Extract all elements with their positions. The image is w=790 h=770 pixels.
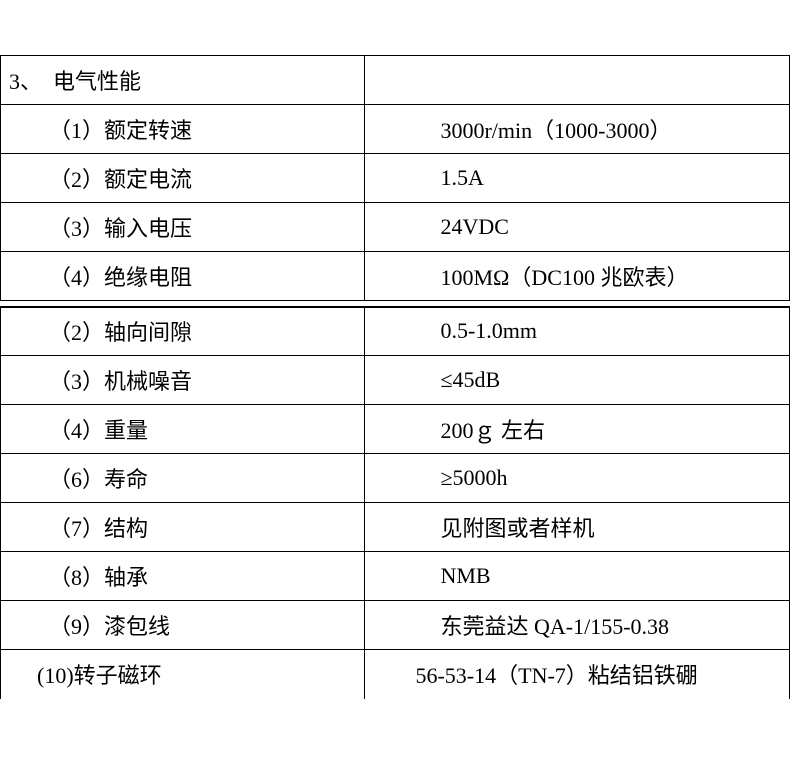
- row-label: （7）结构: [1, 503, 365, 552]
- table-row: （3）输入电压 24VDC: [1, 203, 790, 252]
- row-value: 3000r/min（1000-3000）: [365, 105, 790, 154]
- row-label: （4）绝缘电阻: [1, 252, 365, 301]
- table-row: （8）轴承 NMB: [1, 552, 790, 601]
- row-value: 200ｇ 左右: [365, 405, 790, 454]
- table-row: （2）额定电流 1.5A: [1, 154, 790, 203]
- row-label: （2）轴向间隙: [1, 307, 365, 356]
- row-label: (10)转子磁环: [1, 650, 365, 699]
- row-label: （3）机械噪音: [1, 356, 365, 405]
- table-row: （4）重量 200ｇ 左右: [1, 405, 790, 454]
- spec-table: 3、 电气性能 （1）额定转速 3000r/min（1000-3000） （2）…: [0, 55, 790, 699]
- table-row: （1）额定转速 3000r/min（1000-3000）: [1, 105, 790, 154]
- table-row: （6）寿命 ≥5000h: [1, 454, 790, 503]
- row-label: （8）轴承: [1, 552, 365, 601]
- row-value: 24VDC: [365, 203, 790, 252]
- row-value: 见附图或者样机: [365, 503, 790, 552]
- table-row: （2）轴向间隙 0.5-1.0mm: [1, 307, 790, 356]
- row-label: （4）重量: [1, 405, 365, 454]
- table-row: （9）漆包线 东莞益达 QA-1/155-0.38: [1, 601, 790, 650]
- row-value: 东莞益达 QA-1/155-0.38: [365, 601, 790, 650]
- row-label: （9）漆包线: [1, 601, 365, 650]
- row-value: 1.5A: [365, 154, 790, 203]
- row-label: （6）寿命: [1, 454, 365, 503]
- row-label: （1）额定转速: [1, 105, 365, 154]
- section-header-label: 3、 电气性能: [1, 56, 365, 105]
- table-row: （4）绝缘电阻 100MΩ（DC100 兆欧表）: [1, 252, 790, 301]
- table-row: （3）机械噪音 ≤45dB: [1, 356, 790, 405]
- row-value: NMB: [365, 552, 790, 601]
- section-header-row: 3、 电气性能: [1, 56, 790, 105]
- table-row: （7）结构 见附图或者样机: [1, 503, 790, 552]
- row-value: 56-53-14（TN-7）粘结铝铁硼: [365, 650, 790, 699]
- row-label: （2）额定电流: [1, 154, 365, 203]
- section-header-value: [365, 56, 790, 105]
- table-body: 3、 电气性能 （1）额定转速 3000r/min（1000-3000） （2）…: [1, 56, 790, 699]
- row-value: ≥5000h: [365, 454, 790, 503]
- row-label: （3）输入电压: [1, 203, 365, 252]
- row-value: 0.5-1.0mm: [365, 307, 790, 356]
- row-value: 100MΩ（DC100 兆欧表）: [365, 252, 790, 301]
- row-value: ≤45dB: [365, 356, 790, 405]
- table-row: (10)转子磁环 56-53-14（TN-7）粘结铝铁硼: [1, 650, 790, 699]
